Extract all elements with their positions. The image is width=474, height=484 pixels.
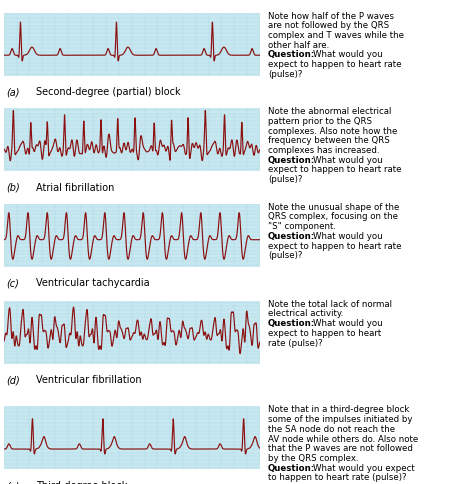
Text: Note how half of the P waves: Note how half of the P waves [268, 12, 394, 21]
Text: What would you: What would you [313, 231, 383, 241]
Text: to happen to heart rate (pulse)?: to happen to heart rate (pulse)? [268, 472, 406, 482]
Text: the SA node do not reach the: the SA node do not reach the [268, 424, 395, 433]
Text: What would you: What would you [313, 50, 383, 60]
Text: (a): (a) [6, 87, 19, 97]
Text: (pulse)?: (pulse)? [268, 175, 302, 184]
Text: expect to happen to heart rate: expect to happen to heart rate [268, 60, 401, 69]
Text: (pulse)?: (pulse)? [268, 70, 302, 79]
Text: Note the unusual shape of the: Note the unusual shape of the [268, 202, 399, 212]
Text: Question:: Question: [268, 50, 315, 60]
Text: "S" component.: "S" component. [268, 222, 336, 231]
Text: pattern prior to the QRS: pattern prior to the QRS [268, 117, 372, 126]
Text: by the QRS complex.: by the QRS complex. [268, 453, 358, 462]
Text: (d): (d) [6, 375, 20, 385]
Text: Ventricular tachycardia: Ventricular tachycardia [36, 278, 150, 288]
Text: (e): (e) [6, 480, 19, 484]
Text: complexes. Also note how the: complexes. Also note how the [268, 126, 397, 136]
Text: electrical activity.: electrical activity. [268, 309, 343, 318]
Text: (c): (c) [6, 278, 19, 288]
Text: AV node while others do. Also note: AV node while others do. Also note [268, 434, 418, 443]
Text: expect to happen to heart rate: expect to happen to heart rate [268, 241, 401, 250]
Text: expect to happen to heart: expect to happen to heart [268, 328, 381, 337]
Text: Note the total lack of normal: Note the total lack of normal [268, 299, 392, 308]
Text: frequency between the QRS: frequency between the QRS [268, 136, 390, 145]
Text: Question:: Question: [268, 463, 315, 472]
Text: QRS complex, focusing on the: QRS complex, focusing on the [268, 212, 398, 221]
Text: that the P waves are not followed: that the P waves are not followed [268, 443, 413, 453]
Text: Ventricular fibrillation: Ventricular fibrillation [36, 375, 142, 385]
Text: Note that in a third-degree block: Note that in a third-degree block [268, 405, 409, 414]
Text: (pulse)?: (pulse)? [268, 251, 302, 260]
Text: Second-degree (partial) block: Second-degree (partial) block [36, 87, 181, 97]
Text: What would you expect: What would you expect [313, 463, 415, 472]
Text: expect to happen to heart rate: expect to happen to heart rate [268, 165, 401, 174]
Text: complexes has increased.: complexes has increased. [268, 146, 379, 155]
Text: Question:: Question: [268, 231, 315, 241]
Text: Atrial fibrillation: Atrial fibrillation [36, 182, 114, 193]
Text: What would you: What would you [313, 155, 383, 165]
Text: Question:: Question: [268, 155, 315, 165]
Text: are not followed by the QRS: are not followed by the QRS [268, 21, 389, 30]
Text: Third-degree block: Third-degree block [36, 480, 128, 484]
Text: Question:: Question: [268, 318, 315, 328]
Text: rate (pulse)?: rate (pulse)? [268, 338, 322, 347]
Text: other half are.: other half are. [268, 41, 329, 50]
Text: (b): (b) [6, 182, 20, 193]
Text: Note the abnormal electrical: Note the abnormal electrical [268, 107, 391, 116]
Text: What would you: What would you [313, 318, 383, 328]
Text: some of the impulses initiated by: some of the impulses initiated by [268, 414, 412, 424]
Text: complex and T waves while the: complex and T waves while the [268, 31, 404, 40]
